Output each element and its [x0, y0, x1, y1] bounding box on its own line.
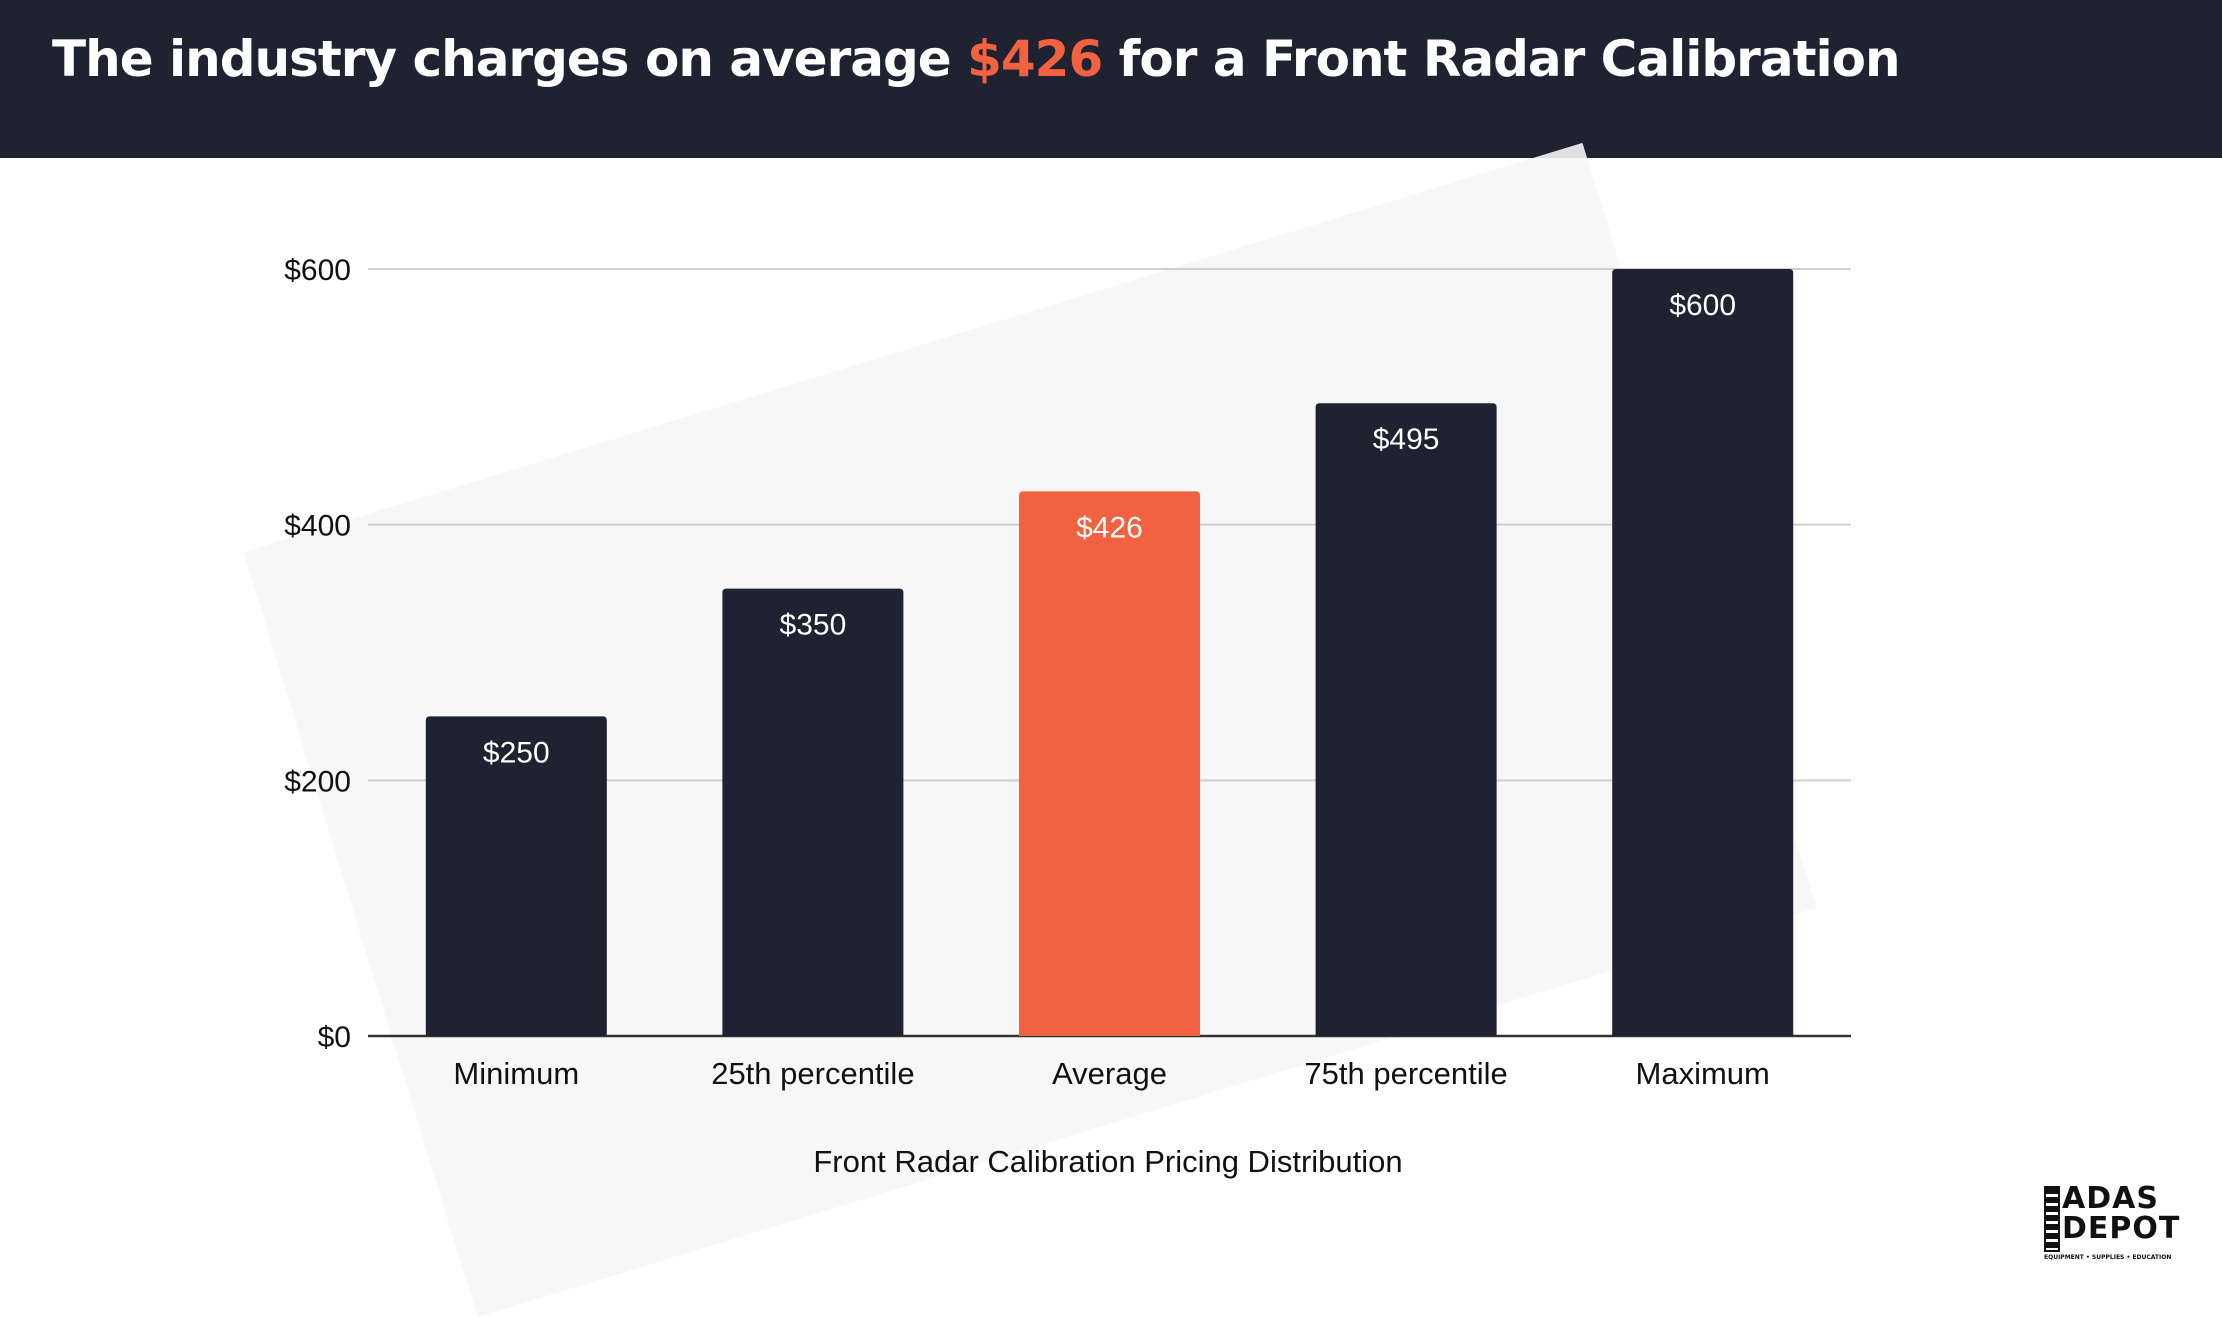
bar-chart: $0 $200 $400 $600 $250 Minimum $350 25th percen… [284, 254, 1851, 1179]
x-tick-label: 25th percentile [711, 1056, 914, 1091]
data-label: $250 [483, 736, 550, 769]
bar-maximum [1612, 269, 1794, 1036]
y-tick-label: $0 [318, 1021, 351, 1054]
x-tick-label: Maximum [1636, 1056, 1770, 1091]
y-tick-label: $600 [284, 254, 351, 287]
bar-average [1019, 491, 1200, 1036]
y-tick-label: $200 [284, 765, 351, 798]
x-tick-label: 75th percentile [1304, 1056, 1507, 1091]
bar-minimum [425, 716, 607, 1036]
page-title: The industry charges on average $426 for… [52, 30, 1901, 88]
x-tick-label: Average [1052, 1056, 1167, 1091]
adas-depot-logo: ADAS DEPOT EQUIPMENT • SUPPLIES • EDUCATI… [2044, 1181, 2181, 1261]
logo-checker-icon [2044, 1186, 2060, 1252]
data-label: $495 [1373, 423, 1440, 456]
data-label: $350 [780, 609, 847, 642]
y-tick-label: $400 [284, 510, 351, 543]
header-banner: The industry charges on average $426 for… [0, 0, 2222, 158]
bar-75th-percentile [1315, 403, 1497, 1037]
title-highlight-value: $426 [967, 30, 1103, 88]
x-tick-label: Minimum [453, 1056, 579, 1091]
data-label: $600 [1669, 289, 1736, 322]
x-axis-title: Front Radar Calibration Pricing Distribu… [813, 1144, 1402, 1179]
bar-25th-percentile [722, 588, 904, 1036]
data-label: $426 [1076, 511, 1143, 544]
